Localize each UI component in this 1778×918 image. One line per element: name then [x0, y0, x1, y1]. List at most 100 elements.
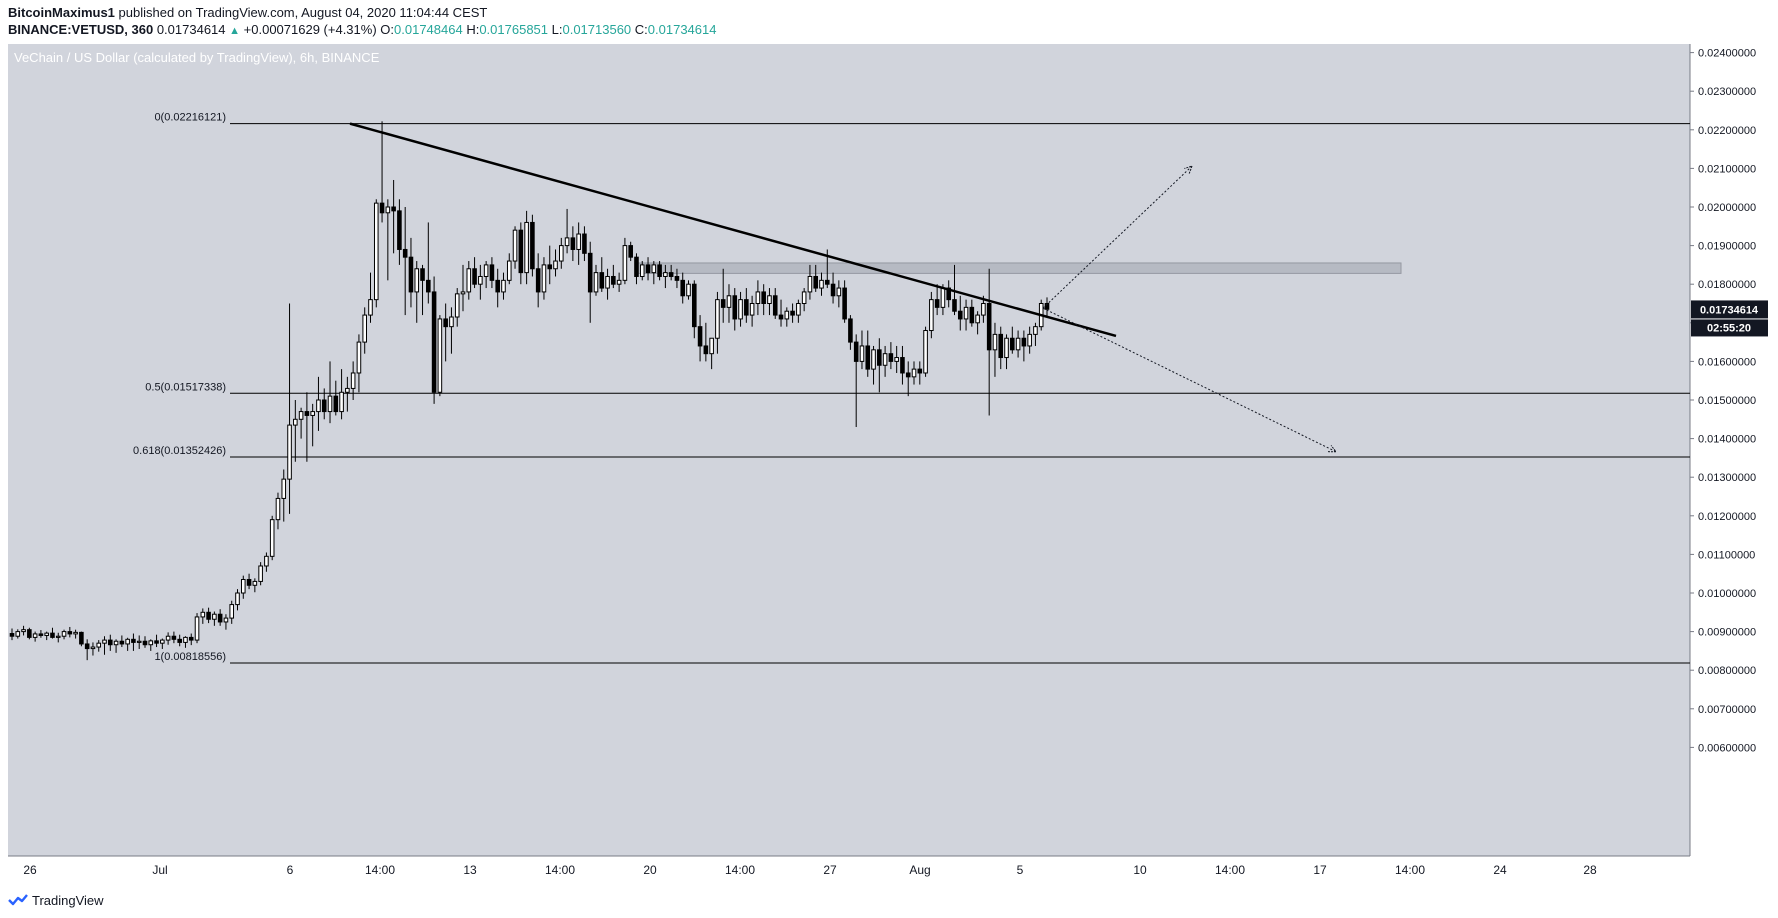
price-chart[interactable]: VeChain / US Dollar (calculated by Tradi… [0, 44, 1778, 884]
candle-body[interactable] [611, 275, 616, 285]
candle-body[interactable] [657, 264, 662, 277]
candle-body[interactable] [807, 275, 813, 293]
candle-body[interactable] [934, 299, 940, 308]
candle-body[interactable] [136, 640, 142, 643]
candle-body[interactable] [385, 206, 391, 214]
candle-body[interactable] [616, 279, 622, 285]
candle-body[interactable] [715, 299, 720, 339]
candle-body[interactable] [501, 279, 506, 293]
candle-body[interactable] [917, 368, 923, 374]
candle-body[interactable] [894, 357, 899, 362]
candle-body[interactable] [73, 631, 78, 635]
candle-body[interactable] [865, 345, 871, 370]
candle-body[interactable] [200, 611, 206, 618]
candle-body[interactable] [923, 330, 928, 374]
candle-body[interactable] [732, 295, 738, 320]
candle-body[interactable] [900, 357, 905, 374]
candle-body[interactable] [223, 617, 229, 623]
candle-body[interactable] [454, 293, 460, 318]
candle-body[interactable] [38, 633, 44, 636]
candle-body[interactable] [350, 372, 356, 389]
candle-body[interactable] [345, 387, 350, 393]
candle-body[interactable] [194, 616, 200, 641]
candle-body[interactable] [709, 337, 714, 355]
candle-body[interactable] [824, 279, 830, 285]
candle-body[interactable] [460, 291, 466, 295]
candle-body[interactable] [663, 272, 668, 277]
candle-body[interactable] [587, 252, 593, 293]
candle-body[interactable] [599, 272, 605, 289]
resistance-zone[interactable] [637, 262, 1402, 274]
candle-body[interactable] [212, 613, 217, 620]
candle-body[interactable] [160, 639, 165, 644]
candle-body[interactable] [61, 631, 67, 637]
descending-trendline[interactable] [349, 122, 1117, 338]
candle-body[interactable] [356, 341, 362, 374]
candle-body[interactable] [275, 497, 281, 521]
candle-body[interactable] [21, 629, 26, 633]
candle-body[interactable] [576, 233, 581, 250]
candle-body[interactable] [298, 411, 304, 420]
candle-body[interactable] [246, 578, 252, 586]
candle-body[interactable] [431, 291, 437, 393]
candle-body[interactable] [570, 237, 576, 250]
candle-body[interactable] [848, 318, 853, 343]
candle-body[interactable] [304, 411, 310, 416]
candle-body[interactable] [668, 272, 674, 277]
candle-body[interactable] [842, 287, 847, 320]
candle-body[interactable] [269, 519, 275, 557]
candle-body[interactable] [836, 287, 842, 297]
candle-body[interactable] [154, 640, 159, 644]
candle-body[interactable] [1033, 326, 1038, 335]
candle-body[interactable] [830, 283, 836, 297]
candle-body[interactable] [639, 264, 645, 277]
candle-body[interactable] [680, 279, 686, 297]
candle-body[interactable] [443, 318, 448, 328]
candle-body[interactable] [1021, 337, 1027, 347]
candle-body[interactable] [929, 299, 934, 332]
candle-body[interactable] [333, 395, 339, 413]
candle-body[interactable] [911, 368, 917, 378]
candle-body[interactable] [813, 275, 819, 289]
candle-body[interactable] [362, 314, 368, 343]
candle-body[interactable] [593, 272, 599, 293]
candle-body[interactable] [79, 631, 84, 645]
candle-body[interactable] [426, 279, 431, 293]
candle-body[interactable] [801, 291, 807, 304]
candle-body[interactable] [67, 631, 73, 635]
candle-body[interactable] [691, 283, 697, 328]
candle-body[interactable] [96, 642, 102, 648]
candle-body[interactable] [969, 306, 975, 324]
candle-body[interactable] [108, 639, 113, 646]
candle-body[interactable] [1015, 337, 1021, 351]
candle-body[interactable] [738, 299, 743, 320]
candle-body[interactable] [975, 314, 980, 324]
candle-body[interactable] [871, 349, 876, 370]
candle-body[interactable] [877, 349, 882, 366]
candle-body[interactable] [767, 295, 772, 304]
candle-body[interactable] [165, 635, 171, 641]
candle-body[interactable] [553, 260, 558, 270]
candle-body[interactable] [229, 604, 235, 619]
candle-body[interactable] [368, 299, 373, 316]
candle-body[interactable] [84, 643, 90, 650]
candle-body[interactable] [744, 299, 749, 316]
candle-body[interactable] [784, 310, 790, 320]
candle-body[interactable] [264, 555, 269, 567]
candle-body[interactable] [888, 353, 894, 362]
candle-body[interactable] [321, 399, 327, 413]
candle-body[interactable] [402, 248, 408, 258]
candle-body[interactable] [9, 633, 15, 637]
candle-body[interactable] [142, 640, 148, 646]
candle-body[interactable] [998, 333, 1004, 359]
candle-body[interactable] [946, 287, 951, 301]
candle-body[interactable] [761, 291, 766, 304]
candle-body[interactable] [755, 291, 761, 304]
candle-body[interactable] [391, 206, 396, 212]
candle-body[interactable] [188, 636, 194, 641]
price-axis[interactable] [1690, 44, 1778, 856]
candle-body[interactable] [437, 318, 443, 393]
candle-body[interactable] [373, 202, 379, 301]
candle-body[interactable] [235, 592, 240, 606]
candle-body[interactable] [720, 299, 726, 308]
